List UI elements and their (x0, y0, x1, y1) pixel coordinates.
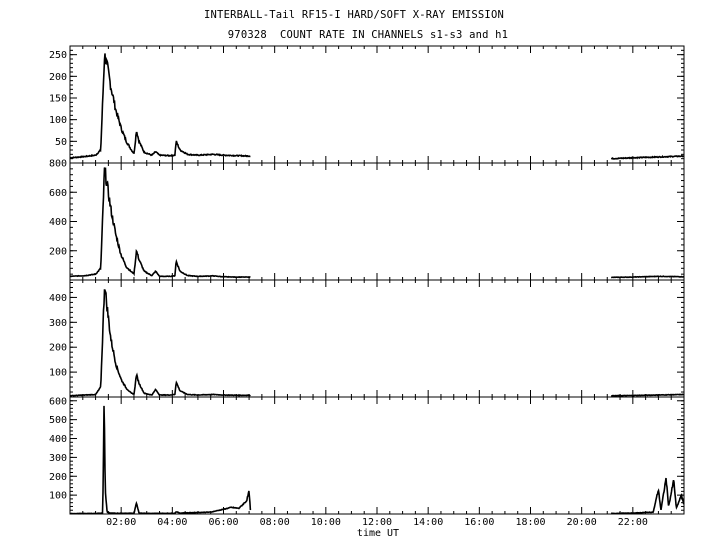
series-line (611, 275, 684, 279)
x-tick-label: 12:00 (362, 517, 392, 528)
panel-frame (69, 396, 685, 515)
series-line (69, 405, 252, 515)
series-line (611, 393, 685, 397)
y-tick-label: 100 (49, 115, 67, 126)
y-tick-label: 400 (49, 217, 67, 228)
x-axis-label: time UT (357, 528, 399, 539)
y-tick-label: 300 (49, 453, 67, 464)
y-tick-label: 150 (49, 94, 67, 105)
y-tick-label: 250 (49, 50, 67, 61)
x-tick-label: 10:00 (311, 517, 341, 528)
x-tick-label: 04:00 (157, 517, 187, 528)
series-line (610, 154, 685, 160)
panel-frame (69, 162, 685, 281)
series-line (69, 288, 251, 397)
y-tick-label: 50 (55, 137, 67, 148)
panel-frame (69, 45, 685, 164)
y-tick-label: 600 (49, 188, 67, 199)
x-tick-label: 02:00 (106, 517, 136, 528)
y-tick-label: 600 (49, 396, 67, 407)
y-tick-label: 200 (49, 246, 67, 257)
y-tick-label: 500 (49, 415, 67, 426)
series-line (69, 53, 251, 159)
x-tick-label: 18:00 (515, 517, 545, 528)
panel-frame (69, 279, 685, 398)
y-tick-label: 200 (49, 343, 67, 354)
chart-subtitle: 970328 COUNT RATE IN CHANNELS s1-s3 and … (227, 29, 509, 41)
y-tick-label: 400 (49, 293, 67, 304)
x-tick-label: 20:00 (567, 517, 597, 528)
chart-title: INTERBALL-Tail RF15-I HARD/SOFT X-RAY EM… (204, 9, 504, 21)
series-line (69, 167, 251, 279)
y-tick-label: 200 (49, 472, 67, 483)
y-tick-label: 300 (49, 318, 67, 329)
y-tick-label: 800 (49, 159, 67, 170)
x-tick-label: 22:00 (618, 517, 648, 528)
y-tick-label: 100 (49, 491, 67, 502)
x-tick-label: 08:00 (260, 517, 290, 528)
series-line (610, 477, 685, 515)
x-tick-label: 16:00 (464, 517, 494, 528)
y-tick-label: 200 (49, 72, 67, 83)
x-tick-label: 14:00 (413, 517, 443, 528)
x-tick-label: 06:00 (208, 517, 238, 528)
y-tick-label: 400 (49, 434, 67, 445)
y-tick-label: 100 (49, 368, 67, 379)
